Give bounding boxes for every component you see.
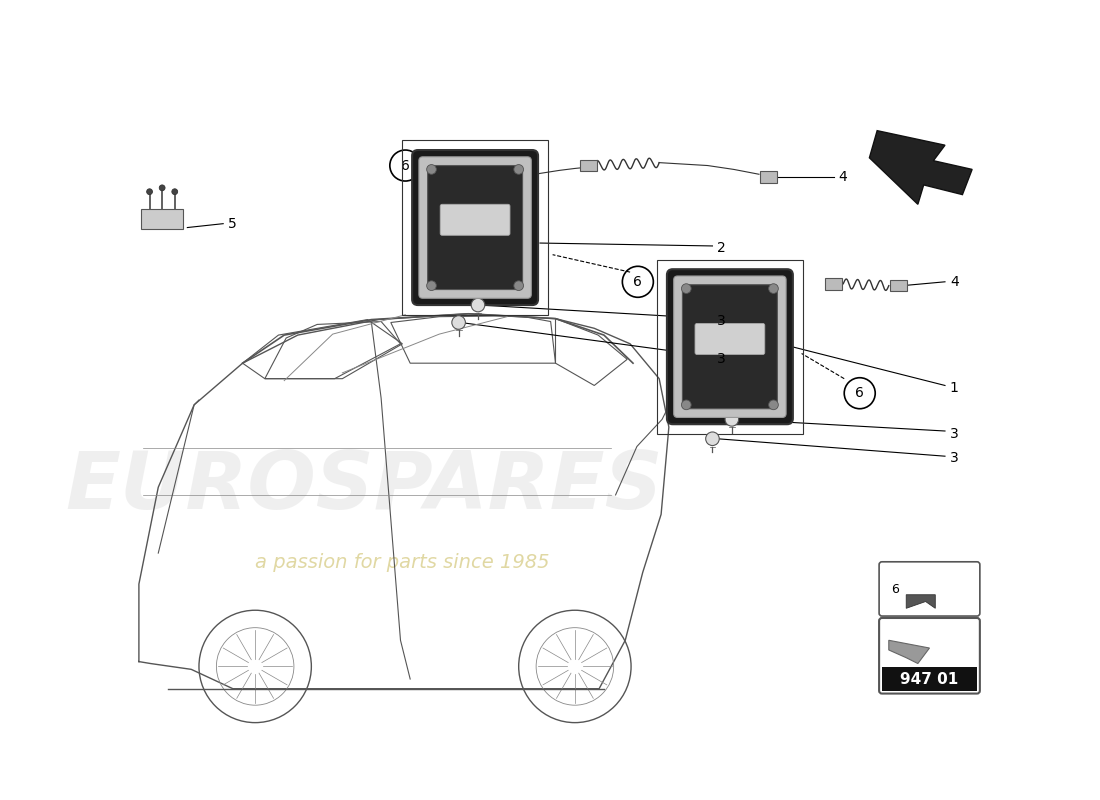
- FancyBboxPatch shape: [428, 166, 522, 290]
- Text: 5: 5: [228, 217, 236, 230]
- Circle shape: [160, 185, 165, 190]
- Circle shape: [427, 165, 437, 174]
- Bar: [403, 140, 548, 314]
- Text: 6: 6: [634, 275, 642, 289]
- FancyBboxPatch shape: [695, 323, 764, 354]
- Polygon shape: [889, 640, 930, 663]
- FancyBboxPatch shape: [879, 618, 980, 694]
- FancyBboxPatch shape: [673, 276, 786, 418]
- Circle shape: [682, 400, 691, 410]
- FancyBboxPatch shape: [667, 270, 793, 424]
- Text: 6: 6: [856, 386, 865, 400]
- FancyBboxPatch shape: [682, 285, 778, 409]
- Text: 3: 3: [949, 451, 958, 465]
- Text: 6: 6: [400, 158, 410, 173]
- Circle shape: [427, 281, 437, 290]
- FancyBboxPatch shape: [440, 204, 510, 235]
- Bar: [657, 259, 803, 434]
- Circle shape: [471, 298, 485, 312]
- Bar: [580, 160, 597, 171]
- Bar: [760, 171, 778, 183]
- FancyBboxPatch shape: [879, 562, 980, 616]
- Text: EUROSPARES: EUROSPARES: [65, 448, 662, 526]
- Bar: [141, 209, 184, 229]
- FancyBboxPatch shape: [412, 150, 538, 305]
- Circle shape: [682, 284, 691, 294]
- Text: 1: 1: [949, 382, 959, 395]
- Text: 3: 3: [717, 314, 726, 327]
- Bar: [882, 667, 977, 690]
- Text: 4: 4: [949, 275, 958, 289]
- Bar: [825, 278, 843, 290]
- Text: 6: 6: [891, 583, 899, 596]
- Circle shape: [769, 400, 779, 410]
- Circle shape: [172, 189, 178, 194]
- Circle shape: [146, 189, 153, 194]
- Circle shape: [514, 281, 524, 290]
- Text: 4: 4: [838, 170, 847, 184]
- Text: 3: 3: [717, 352, 726, 366]
- Circle shape: [706, 432, 719, 446]
- Circle shape: [452, 316, 465, 330]
- Polygon shape: [869, 130, 972, 204]
- Text: 3: 3: [949, 427, 958, 441]
- Circle shape: [769, 284, 779, 294]
- Circle shape: [725, 413, 738, 426]
- Text: a passion for parts since 1985: a passion for parts since 1985: [255, 554, 550, 572]
- Polygon shape: [906, 594, 935, 608]
- Text: 2: 2: [717, 241, 726, 255]
- FancyBboxPatch shape: [419, 157, 531, 298]
- Circle shape: [514, 165, 524, 174]
- Text: 947 01: 947 01: [901, 673, 958, 687]
- Bar: [890, 280, 908, 291]
